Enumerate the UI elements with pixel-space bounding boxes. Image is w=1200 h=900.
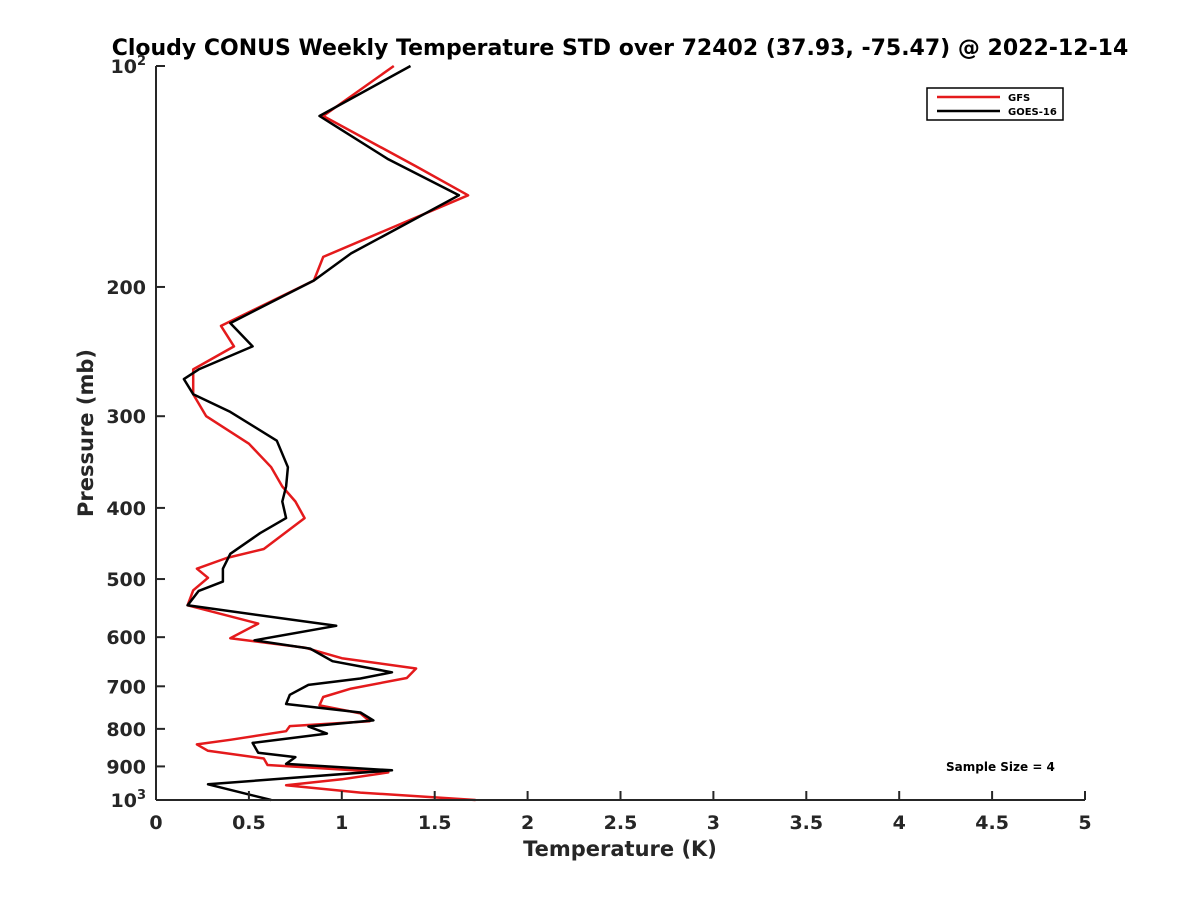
y-tick-label: 600 [106,627,146,649]
x-tick-label: 3.5 [789,812,823,834]
sample-size-annotation: Sample Size = 4 [946,760,1055,774]
legend-label-goes-16: GOES-16 [1008,107,1057,118]
y-tick-label: 400 [106,498,146,520]
y-tick-label: 300 [106,406,146,428]
x-tick-label: 4.5 [975,812,1009,834]
x-tick-label: 2.5 [604,812,638,834]
y-tick-label: 102 [111,54,147,78]
chart-title: Cloudy CONUS Weekly Temperature STD over… [112,36,1129,61]
x-tick-label: 1 [335,812,348,834]
axes [155,66,1085,801]
x-axis-ticks: 0 0.5 1 1.5 2 2.5 3 3.5 4 4.5 5 [149,791,1092,834]
y-tick-label: 700 [106,676,146,698]
series-line-goes-16 [182,64,461,802]
legend-label-gfs: GFS [1008,93,1030,104]
x-tick-label: 0 [149,812,162,834]
series-layer [182,64,476,802]
legend-box [926,87,1064,121]
x-tick-label: 4 [893,812,906,834]
y-axis-ticks: 102 200 300 400 500 600 700 800 900 103 [106,54,165,812]
x-tick-label: 5 [1078,812,1091,834]
y-tick-label: 800 [106,719,146,741]
x-tick-label: 3 [707,812,720,834]
x-tick-label: 2 [521,812,534,834]
x-tick-label: 0.5 [232,812,266,834]
y-tick-label: 103 [111,788,147,812]
y-axis-label: Pressure (mb) [74,349,98,517]
x-tick-label: 1.5 [418,812,452,834]
y-tick-label: 500 [106,569,146,591]
series-line-gfs [186,64,476,802]
x-axis-label: Temperature (K) [523,837,717,861]
y-tick-label: 200 [106,277,146,299]
y-tick-label: 900 [106,756,146,778]
legend: GFS GOES-16 [926,87,1064,121]
